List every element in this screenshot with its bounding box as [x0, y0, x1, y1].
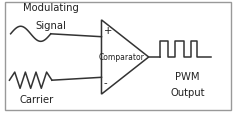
Text: -: - [104, 77, 107, 87]
Text: Modulating: Modulating [23, 3, 79, 13]
Text: Signal: Signal [35, 21, 66, 31]
Text: Carrier: Carrier [19, 94, 54, 104]
Text: PWM: PWM [175, 71, 200, 81]
Text: Output: Output [170, 87, 205, 97]
Text: +: + [104, 26, 112, 35]
Text: Comparator: Comparator [99, 53, 144, 62]
